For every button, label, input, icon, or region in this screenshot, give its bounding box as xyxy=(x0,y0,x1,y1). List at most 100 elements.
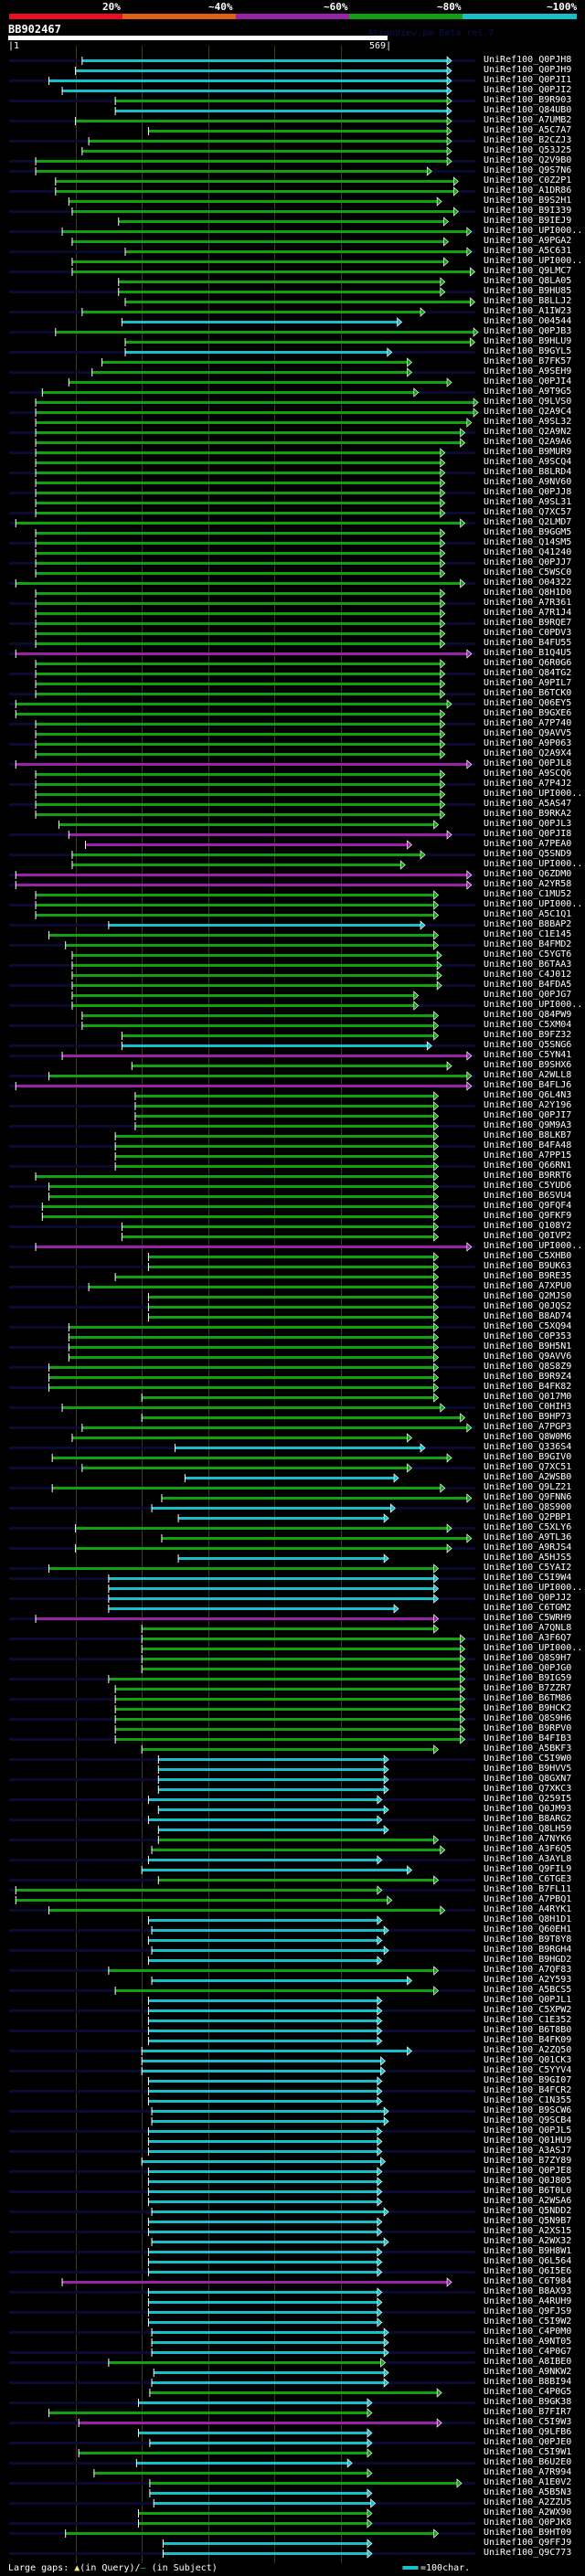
hit-label[interactable]: UniRef100_A3AYL8 xyxy=(484,1854,572,1864)
hit-label[interactable]: UniRef100_A2ZQ50 xyxy=(484,2045,572,2055)
hit-label[interactable]: UniRef100_A4RYK1 xyxy=(484,1904,572,1914)
hit-label[interactable]: UniRef100_Q9FJS9 xyxy=(484,2306,572,2316)
hit-label[interactable]: UniRef100_A9SEH9 xyxy=(484,366,572,376)
hit-label[interactable]: UniRef100_A9SCQ4 xyxy=(484,457,572,467)
hit-label[interactable]: UniRef100_Q9LZ21 xyxy=(484,1482,572,1492)
hit-label[interactable]: UniRef100_C1E145 xyxy=(484,929,572,939)
hit-label[interactable]: UniRef100_Q8S900 xyxy=(484,1502,572,1512)
hit-label[interactable]: UniRef100_A8IBE0 xyxy=(484,2357,572,2367)
hit-label[interactable]: UniRef100_Q01CK3 xyxy=(484,2055,572,2065)
hit-label[interactable]: UniRef100_Q0PJI7 xyxy=(484,1110,572,1120)
hit-label[interactable]: UniRef100_Q0PJB3 xyxy=(484,326,572,336)
hit-label[interactable]: UniRef100_B9HP73 xyxy=(484,1412,572,1422)
hit-label[interactable]: UniRef100_B8BI94 xyxy=(484,2377,572,2387)
hit-label[interactable]: UniRef100_Q108Y2 xyxy=(484,1221,572,1231)
hit-label[interactable]: UniRef100_A7P740 xyxy=(484,718,572,728)
hit-label[interactable]: UniRef100_C4P0G7 xyxy=(484,2347,572,2357)
hit-label[interactable]: UniRef100_A2WX90 xyxy=(484,2507,572,2518)
hit-label[interactable]: UniRef100_C0Z2P1 xyxy=(484,175,572,186)
hit-label[interactable]: UniRef100_A2WSB0 xyxy=(484,1472,572,1482)
hit-label[interactable]: UniRef100_B9GIV0 xyxy=(484,1452,572,1462)
hit-label[interactable]: UniRef100_Q2A9X4 xyxy=(484,748,572,758)
hit-label[interactable]: UniRef100_Q41240 xyxy=(484,547,572,557)
hit-label[interactable]: UniRef100_B6TAA3 xyxy=(484,959,572,970)
hit-label[interactable]: UniRef100_A7PGP3 xyxy=(484,1422,572,1432)
hit-label[interactable]: UniRef100_Q9FIL9 xyxy=(484,1864,572,1874)
hit-label[interactable]: UniRef100_Q0PJI2 xyxy=(484,85,572,95)
hit-label[interactable]: UniRef100_Q0PJI8 xyxy=(484,829,572,839)
hit-label[interactable]: UniRef100_A9NKW2 xyxy=(484,2367,572,2377)
hit-label[interactable]: UniRef100_B7ZY89 xyxy=(484,2156,572,2166)
hit-label[interactable]: UniRef100_Q84PW9 xyxy=(484,1010,572,1020)
hit-label[interactable]: UniRef100_C1E352 xyxy=(484,2015,572,2025)
hit-label[interactable]: UniRef100_B4FMD2 xyxy=(484,939,572,949)
hit-label[interactable]: UniRef100_Q7XC57 xyxy=(484,507,572,517)
hit-label[interactable]: UniRef100_Q9S7N6 xyxy=(484,165,572,175)
hit-label[interactable]: UniRef100_UPI000.. xyxy=(484,859,583,869)
hit-label[interactable]: UniRef100_A1DR86 xyxy=(484,186,572,196)
hit-label[interactable]: UniRef100_Q2PBP1 xyxy=(484,1512,572,1522)
hit-label[interactable]: UniRef100_Q0PJJ8 xyxy=(484,487,572,497)
hit-label[interactable]: UniRef100_Q0JQS2 xyxy=(484,1301,572,1311)
hit-label[interactable]: UniRef100_Q0IVP2 xyxy=(484,1231,572,1241)
hit-label[interactable]: UniRef100_A9SL32 xyxy=(484,417,572,427)
hit-label[interactable]: UniRef100_Q8LA05 xyxy=(484,276,572,286)
hit-label[interactable]: UniRef100_Q9LMC7 xyxy=(484,266,572,276)
hit-label[interactable]: UniRef100_A2WSA6 xyxy=(484,2196,572,2206)
hit-label[interactable]: UniRef100_C5XQ94 xyxy=(484,1321,572,1331)
hit-label[interactable]: UniRef100_Q0PJL8 xyxy=(484,758,572,769)
hit-label[interactable]: UniRef100_B8LRD4 xyxy=(484,467,572,477)
hit-label[interactable]: UniRef100_UPI000.. xyxy=(484,1583,583,1593)
hit-label[interactable]: UniRef100_A5BCS5 xyxy=(484,1985,572,1995)
hit-label[interactable]: UniRef100_C0HIH3 xyxy=(484,1402,572,1412)
hit-label[interactable]: UniRef100_Q0PJG0 xyxy=(484,1663,572,1673)
hit-label[interactable]: UniRef100_A7R994 xyxy=(484,2467,572,2477)
hit-label[interactable]: UniRef100_A7PBQ1 xyxy=(484,1894,572,1904)
hit-label[interactable]: UniRef100_Q9FKF9 xyxy=(484,1211,572,1221)
hit-label[interactable]: UniRef100_B4FU55 xyxy=(484,638,572,648)
hit-label[interactable]: UniRef100_Q0PJH9 xyxy=(484,65,572,75)
hit-label[interactable]: UniRef100_A7PEA0 xyxy=(484,839,572,849)
hit-label[interactable]: UniRef100_Q259I5 xyxy=(484,1794,572,1804)
hit-label[interactable]: UniRef100_A7PP15 xyxy=(484,1150,572,1161)
hit-label[interactable]: UniRef100_C6TGE3 xyxy=(484,1874,572,1884)
hit-label[interactable]: UniRef100_A7XPU0 xyxy=(484,1281,572,1291)
hit-label[interactable]: UniRef100_Q01HU9 xyxy=(484,2136,572,2146)
hit-label[interactable]: UniRef100_Q66RN1 xyxy=(484,1161,572,1171)
hit-label[interactable]: UniRef100_A5C1Q1 xyxy=(484,909,572,919)
hit-label[interactable]: UniRef100_A5BKF3 xyxy=(484,1744,572,1754)
hit-label[interactable]: UniRef100_A7P4J2 xyxy=(484,779,572,789)
hit-label[interactable]: UniRef100_B9RQE7 xyxy=(484,618,572,628)
hit-label[interactable]: UniRef100_A5C7A7 xyxy=(484,125,572,135)
hit-label[interactable]: UniRef100_B9HCK2 xyxy=(484,1703,572,1713)
hit-label[interactable]: UniRef100_A7QNL8 xyxy=(484,1623,572,1633)
hit-label[interactable]: UniRef100_B9SCW6 xyxy=(484,2105,572,2115)
hit-label[interactable]: UniRef100_Q2A9C4 xyxy=(484,407,572,417)
hit-label[interactable]: UniRef100_O04544 xyxy=(484,316,572,326)
hit-label[interactable]: UniRef100_A2ZZU5 xyxy=(484,2497,572,2507)
hit-label[interactable]: UniRef100_C5XPW2 xyxy=(484,2005,572,2015)
hit-label[interactable]: UniRef100_B4FLJ6 xyxy=(484,1080,572,1090)
hit-label[interactable]: UniRef100_Q9LFB6 xyxy=(484,2427,572,2437)
hit-label[interactable]: UniRef100_A2WLL8 xyxy=(484,1070,572,1080)
hit-label[interactable]: UniRef100_C1N355 xyxy=(484,2095,572,2105)
hit-label[interactable]: UniRef100_A5AS47 xyxy=(484,799,572,809)
hit-label[interactable]: UniRef100_A2Y593 xyxy=(484,1975,572,1985)
hit-label[interactable]: UniRef100_B8ARG2 xyxy=(484,1814,572,1824)
hit-label[interactable]: UniRef100_Q8LH59 xyxy=(484,1824,572,1834)
hit-label[interactable]: UniRef100_UPI000.. xyxy=(484,1241,583,1251)
hit-label[interactable]: UniRef100_A1E0V2 xyxy=(484,2477,572,2487)
hit-label[interactable]: UniRef100_Q8S9H7 xyxy=(484,1653,572,1663)
hit-label[interactable]: UniRef100_B6TCK0 xyxy=(484,688,572,698)
hit-label[interactable]: UniRef100_Q0PJJ2 xyxy=(484,1593,572,1603)
hit-label[interactable]: UniRef100_A2Y196 xyxy=(484,1100,572,1110)
hit-label[interactable]: UniRef100_Q5NDD2 xyxy=(484,2206,572,2216)
hit-label[interactable]: UniRef100_Q8H1D0 xyxy=(484,588,572,598)
hit-label[interactable]: UniRef100_C5YUD6 xyxy=(484,1181,572,1191)
hit-label[interactable]: UniRef100_Q2A9N2 xyxy=(484,427,572,437)
hit-label[interactable]: UniRef100_C5I9W2 xyxy=(484,2316,572,2327)
hit-label[interactable]: UniRef100_A2WX32 xyxy=(484,2236,572,2246)
hit-label[interactable]: UniRef100_A4RUH9 xyxy=(484,2296,572,2306)
hit-label[interactable]: UniRef100_Q9AVV5 xyxy=(484,728,572,738)
hit-label[interactable]: UniRef100_Q2MJS0 xyxy=(484,1291,572,1301)
